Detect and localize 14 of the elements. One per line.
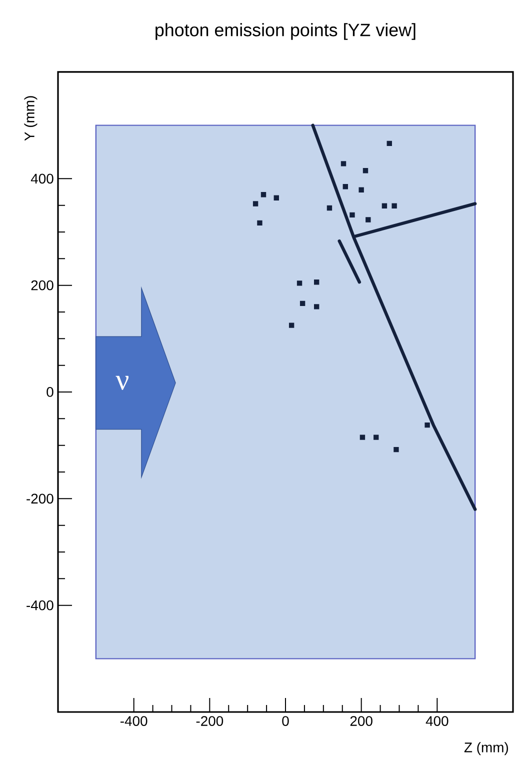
- y-tick-label: -400: [26, 600, 54, 610]
- x-tick-label: -400: [120, 716, 148, 726]
- annotation: ν: [116, 376, 129, 390]
- x-tick-label: 200: [350, 716, 372, 726]
- x-tick-label: -200: [196, 716, 224, 726]
- y-tick-label: 200: [31, 280, 54, 290]
- y-axis-title: Y (mm): [24, 96, 38, 141]
- y-tick-label: 400: [30, 174, 54, 184]
- x-axis-title: Z (mm): [464, 742, 508, 756]
- y-tick-label: -200: [26, 494, 54, 504]
- chart-title: photon emission points [YZ view]: [156, 23, 416, 40]
- x-tick-label: 400: [426, 716, 448, 726]
- y-tick-label: 0: [46, 387, 54, 397]
- x-tick-label: 0: [282, 716, 289, 726]
